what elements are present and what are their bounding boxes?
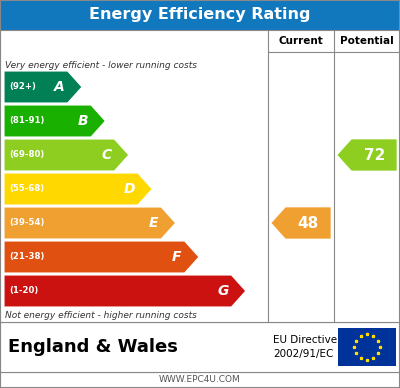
Bar [0, 372, 400, 388]
Polygon shape [4, 275, 246, 307]
Polygon shape [337, 139, 397, 171]
Text: WWW.EPC4U.COM: WWW.EPC4U.COM [159, 376, 241, 385]
Text: Not energy efficient - higher running costs: Not energy efficient - higher running co… [5, 310, 197, 319]
Polygon shape [4, 173, 152, 205]
Bar [0, 0, 400, 30]
Text: Potential: Potential [340, 36, 394, 46]
Text: D: D [123, 182, 135, 196]
Text: (69-80): (69-80) [9, 151, 44, 159]
Text: 72: 72 [364, 147, 385, 163]
Polygon shape [4, 139, 129, 171]
Bar [0, 322, 400, 372]
Text: (81-91): (81-91) [9, 116, 44, 125]
Text: England & Wales: England & Wales [8, 338, 178, 356]
Text: (39-54): (39-54) [9, 218, 44, 227]
Text: C: C [101, 148, 111, 162]
Polygon shape [4, 71, 82, 103]
Text: B: B [77, 114, 88, 128]
Text: F: F [172, 250, 182, 264]
Text: 48: 48 [298, 215, 319, 230]
Polygon shape [4, 105, 106, 137]
Text: Current: Current [279, 36, 323, 46]
Text: (55-68): (55-68) [9, 185, 44, 194]
Bar [338, 328, 396, 366]
Text: EU Directive
2002/91/EC: EU Directive 2002/91/EC [273, 335, 337, 359]
Polygon shape [271, 207, 331, 239]
Text: (21-38): (21-38) [9, 253, 44, 262]
Text: A: A [54, 80, 64, 94]
Polygon shape [4, 241, 199, 273]
Text: (1-20): (1-20) [9, 286, 38, 296]
Text: Very energy efficient - lower running costs: Very energy efficient - lower running co… [5, 61, 197, 69]
Text: (92+): (92+) [9, 83, 36, 92]
Text: G: G [217, 284, 228, 298]
Bar [0, 30, 400, 322]
Text: Energy Efficiency Rating: Energy Efficiency Rating [89, 7, 311, 23]
Polygon shape [4, 207, 176, 239]
Text: E: E [149, 216, 158, 230]
